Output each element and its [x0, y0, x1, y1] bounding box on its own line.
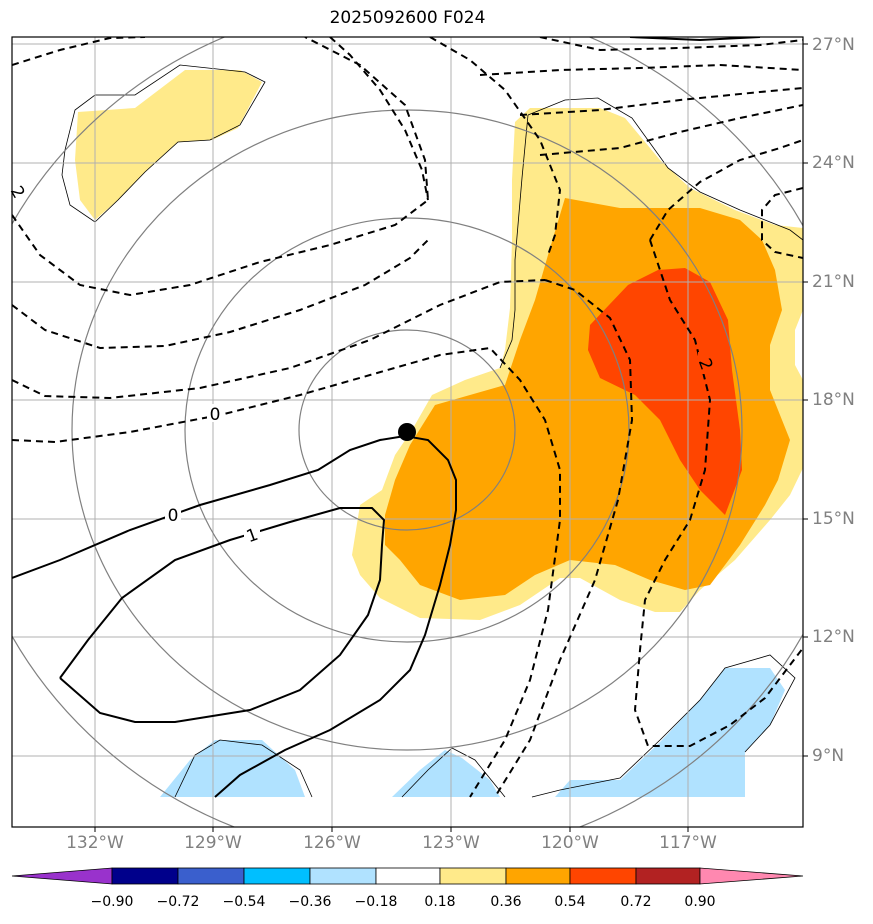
lon-label-120w: 120°W — [541, 833, 599, 853]
lat-label-12n: 12°N — [812, 627, 855, 647]
colorbar-tick: 0.18 — [424, 894, 456, 910]
dashed-contours — [12, 37, 803, 798]
colorbar-tick: 0.54 — [554, 894, 586, 910]
lon-label-129w: 129°W — [184, 833, 242, 853]
red-core — [588, 268, 742, 515]
blue-region-southwest — [160, 740, 305, 797]
lon-label-123w: 123°W — [422, 833, 480, 853]
lat-label-27n: 27°N — [812, 35, 855, 55]
colorbar-tick: −0.36 — [288, 894, 332, 910]
colorbar-tick: 0.90 — [684, 894, 716, 910]
lat-label-15n: 15°N — [812, 509, 855, 529]
blue-region-southeast — [555, 668, 785, 797]
map-title: 2025092600 F024 — [329, 8, 486, 28]
yellow-blob-northwest — [75, 70, 262, 220]
axis-ticks — [94, 43, 808, 832]
storm-center-marker — [398, 423, 416, 441]
graticule — [12, 37, 803, 827]
lon-label-132w: 132°W — [66, 833, 124, 853]
colorbar-tick: −0.18 — [354, 894, 398, 910]
contour-label-two-left: 2 — [6, 183, 29, 202]
lon-label-126w: 126°W — [303, 833, 361, 853]
colorbar-tick: −0.90 — [90, 894, 134, 910]
colorbar-tick: −0.72 — [156, 894, 200, 910]
contour-labels: 0 0 1 2 2 — [6, 183, 717, 547]
lat-label-24n: 24°N — [812, 153, 855, 173]
blue-region-south-center — [392, 750, 500, 797]
lat-label-18n: 18°N — [812, 390, 855, 410]
contour-label-zero-solid: 0 — [168, 506, 179, 526]
lat-label-9n: 9°N — [812, 746, 845, 766]
colorbar-tick: 0.72 — [620, 894, 652, 910]
colorbar — [11, 867, 804, 885]
shaded-fields — [75, 70, 803, 797]
lon-label-117w: 117°W — [659, 833, 717, 853]
range-rings — [12, 37, 803, 827]
colorbar-extend-low — [11, 867, 113, 885]
colorbar-tick: −0.54 — [222, 894, 266, 910]
colorbar-extend-high — [699, 867, 804, 885]
contour-label-zero-dashed: 0 — [210, 405, 221, 425]
colorbar-tick: 0.36 — [490, 894, 522, 910]
map-frame — [11, 36, 804, 828]
lat-label-21n: 21°N — [812, 272, 855, 292]
solid-contours — [12, 37, 761, 798]
